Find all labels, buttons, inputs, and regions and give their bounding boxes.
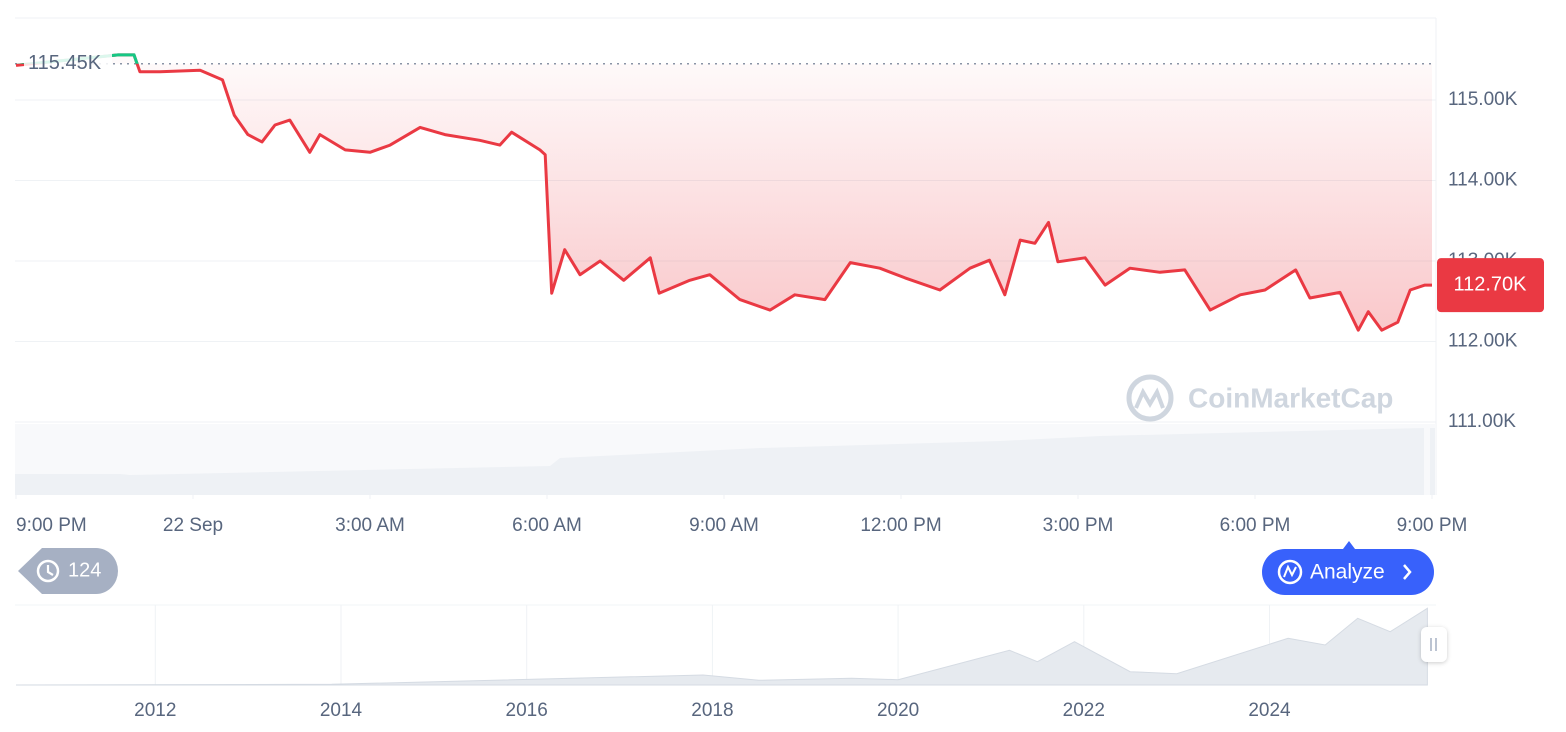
button-icon [1277, 559, 1303, 585]
button-pointer [1343, 541, 1355, 549]
clock-icon [36, 559, 60, 583]
x-tick-label: 12:00 PM [860, 515, 941, 536]
clock-hands [46, 565, 54, 576]
history-area [15, 607, 1428, 686]
x-tick-label: 9:00 AM [689, 515, 759, 536]
x-tick-label: 9:00 PM [16, 515, 87, 536]
x-tick-label: 2014 [320, 700, 363, 721]
x-tick-label: 22 Sep [163, 515, 223, 536]
x-tick-label: 9:00 PM [1397, 515, 1468, 536]
x-tick-label: 2022 [1063, 700, 1105, 721]
watermark-text: CoinMarketCap [1188, 382, 1393, 413]
plot-layer: 111.00K112.00K113.00K114.00K115.00K9:00 … [15, 49, 1544, 536]
last-price-tag [1437, 258, 1544, 313]
x-tick-label: 6:00 AM [512, 515, 582, 536]
y-tick-label: 114.00K [1448, 170, 1518, 191]
x-tick-label: 3:00 PM [1043, 515, 1114, 536]
button-label: Analyze [1310, 561, 1385, 584]
last-price-label: 112.70K [1453, 273, 1527, 295]
volume-bars [15, 428, 1424, 495]
price-line [15, 53, 1432, 332]
price-area [16, 54, 1432, 331]
button-icon-mark [1283, 564, 1297, 578]
analyze-button[interactable]: Analyze [1262, 541, 1434, 595]
y-tick-label: 111.00K [1448, 411, 1516, 432]
x-tick-label: 3:00 AM [335, 515, 405, 536]
reference-label: 115.45K [28, 52, 102, 74]
y-tick-label: 115.00K [1448, 89, 1518, 110]
x-tick-label: 2024 [1248, 700, 1291, 721]
history-badge[interactable]: 124 [18, 548, 118, 594]
button-bg [1262, 549, 1434, 595]
y-tick-label: 112.00K [1448, 331, 1518, 352]
watermark: CoinMarketCap [1126, 374, 1393, 422]
x-tick-label: 2018 [691, 700, 733, 721]
reference-label-bg [24, 49, 112, 76]
navigator: 2012 2014 2016 2018 2020 2022 2024 [15, 605, 1428, 721]
x-tick-label: 2016 [506, 700, 548, 721]
x-tick-label: 6:00 PM [1220, 515, 1291, 536]
badge-shape [18, 548, 118, 594]
chevron [1403, 564, 1412, 580]
x-tick-label: 2012 [134, 700, 176, 721]
navigator-handle[interactable] [1421, 627, 1447, 662]
history-count: 124 [68, 559, 101, 581]
volume-bar-last [1430, 428, 1435, 495]
x-tick-label: 2020 [877, 700, 919, 721]
